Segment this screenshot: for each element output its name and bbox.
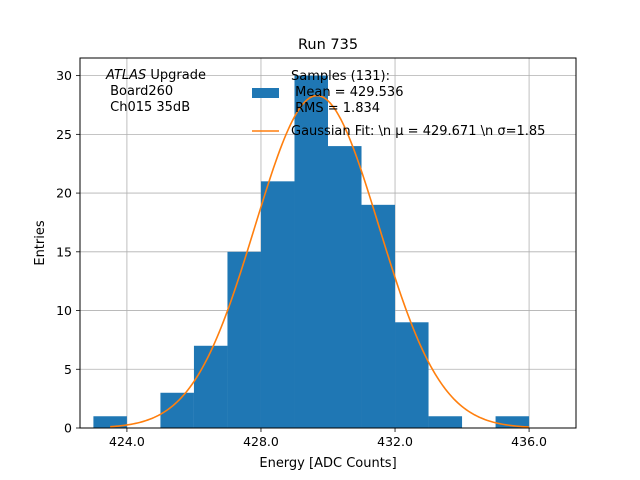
- histogram-bar: [294, 75, 328, 428]
- legend: Samples (131): Mean = 429.536 RMS = 1.83…: [252, 69, 545, 139]
- atlas-annotation-line2: Board260: [106, 84, 173, 99]
- x-tick-label: 428.0: [243, 434, 279, 449]
- y-tick-label: 15: [56, 244, 72, 259]
- plot-frame: [79, 57, 577, 429]
- atlas-annotation-line3: Ch015 35dB: [106, 100, 190, 115]
- histogram-bar: [495, 416, 530, 428]
- atlas-annotation-upgrade: Upgrade: [146, 68, 206, 83]
- y-tick-label: 25: [56, 127, 72, 142]
- legend-histogram-rms: RMS = 1.834: [291, 101, 380, 116]
- legend-histogram-label: Samples (131):: [291, 69, 390, 84]
- y-tick-label: 5: [64, 362, 72, 377]
- y-tick-label: 30: [56, 68, 72, 83]
- legend-histogram-mean: Mean = 429.536: [291, 85, 403, 100]
- y-tick-label: 20: [56, 186, 72, 201]
- histogram-bar: [361, 204, 396, 428]
- histogram-bar: [395, 322, 429, 428]
- chart-title: Run 735: [298, 37, 358, 53]
- histogram-bar: [93, 416, 127, 428]
- histogram-bar: [428, 416, 463, 428]
- histogram-bar: [227, 251, 261, 428]
- histogram-bar: [260, 181, 295, 428]
- histogram-bar: [328, 146, 362, 428]
- legend-fit-label: Gaussian Fit: \n μ = 429.671 \n σ=1.85: [291, 124, 545, 139]
- atlas-annotation: ATLAS Upgrade Board260 Ch015 35dB: [105, 68, 206, 115]
- y-tick-label: 10: [56, 303, 72, 318]
- histogram-bar: [193, 345, 228, 428]
- y-tick-label: 0: [64, 421, 72, 436]
- gaussian-fit-curve: [110, 94, 530, 428]
- atlas-annotation-line1: ATLAS Upgrade: [105, 68, 206, 83]
- legend-histogram-swatch: [252, 88, 279, 98]
- histogram-bars: [93, 75, 530, 428]
- x-axis-label: Energy [ADC Counts]: [259, 456, 396, 471]
- gaussian-fit: [110, 94, 530, 428]
- y-axis-label: Entries: [33, 220, 48, 266]
- x-tick-label: 424.0: [109, 434, 145, 449]
- x-tick-label: 432.0: [377, 434, 413, 449]
- atlas-annotation-italic: ATLAS: [105, 68, 146, 83]
- x-tick-label: 436.0: [511, 434, 547, 449]
- axis-ticks: 424.0 428.0 432.0 436.0 0 5 10 15 20 25 30: [56, 68, 547, 449]
